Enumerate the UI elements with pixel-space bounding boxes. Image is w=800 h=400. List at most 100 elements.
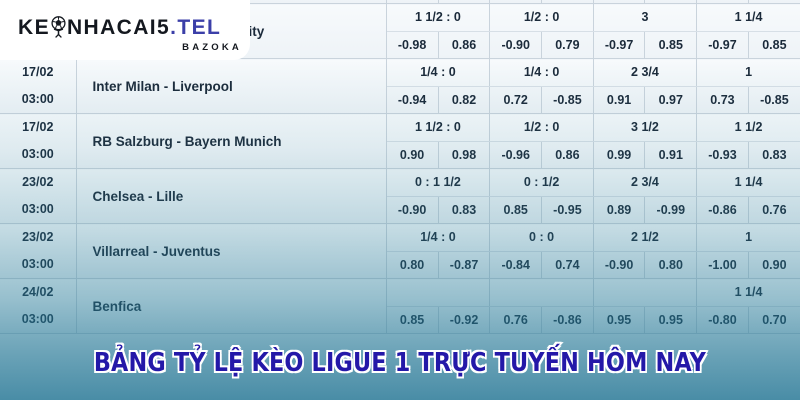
odds-row: 0.85 -0.92 0.76 -0.86 0.95 0.95 -0.80 0.70 xyxy=(386,306,800,333)
handicap-value[interactable]: 2 1/2 xyxy=(593,224,698,252)
odds-value[interactable]: 0.85 xyxy=(762,37,787,52)
handicap-value[interactable]: 3 xyxy=(593,4,698,32)
table-row[interactable]: 24/02 03:00 Benfica 1 1/4 0.85 -0.92 0.76 -0.86… xyxy=(0,278,800,334)
handicap-value[interactable]: 1 1/4 xyxy=(696,169,800,197)
handicap-value[interactable]: 1 1/2 : 0 xyxy=(386,4,491,32)
odds-value[interactable]: 0.91 xyxy=(593,86,646,113)
odds-value[interactable]: 0.95 xyxy=(644,306,698,333)
odds-value[interactable]: -0.84 xyxy=(489,251,543,278)
logo-subtitle: BAZOKA xyxy=(182,42,242,53)
odds-value[interactable]: 0.90 xyxy=(386,141,439,168)
handicap-value[interactable] xyxy=(489,279,594,307)
table-row[interactable]: 17/02 03:00 Inter Milan - Liverpool 1/4 : 0… xyxy=(0,58,800,114)
odds-value[interactable]: -0.86 xyxy=(696,196,749,223)
logo-text-part2: NHACAI5 xyxy=(66,15,171,39)
table-row[interactable]: 17/02 03:00 RB Salzburg - Bayern Munich 1 1… xyxy=(0,113,800,169)
odds-value[interactable]: 0.89 xyxy=(593,196,646,223)
handicap-value[interactable] xyxy=(386,279,491,307)
handicap-value[interactable]: 1/2 : 0 xyxy=(489,4,594,32)
handicap-value[interactable]: 1/2 : 0 xyxy=(489,114,594,142)
match-datetime-cell: 17/02 03:00 xyxy=(0,58,77,114)
odds-value[interactable]: -0.90 xyxy=(593,251,646,278)
page-headline-banner: BẢNG TỶ LỆ KÈO LIGUE 1 TRỰC TUYẾN HÔM NA… xyxy=(0,346,800,379)
odds-value[interactable]: -0.99 xyxy=(644,196,698,223)
odds-value[interactable]: 0.90 xyxy=(762,257,787,272)
odds-value[interactable]: -0.95 xyxy=(541,196,594,223)
odds-value[interactable]: -0.94 xyxy=(386,86,439,113)
match-teams[interactable]: Benfica xyxy=(76,278,387,334)
handicap-value[interactable]: 0 : 0 xyxy=(489,224,594,252)
odds-value[interactable]: -0.92 xyxy=(438,306,491,333)
match-teams[interactable]: Chelsea - Lille xyxy=(76,168,387,224)
odds-value[interactable]: 0.85 xyxy=(489,196,543,223)
handicap-value[interactable]: 1/4 : 0 xyxy=(386,59,491,87)
odds-value[interactable]: 0.76 xyxy=(762,202,787,217)
handicap-value[interactable] xyxy=(593,279,698,307)
odds-value[interactable]: -1.00 xyxy=(696,251,749,278)
handicap-value[interactable]: 0 : 1 1/2 xyxy=(386,169,491,197)
odds-value[interactable]: 0.74 xyxy=(541,251,594,278)
odds-value[interactable]: -0.90 xyxy=(386,196,439,223)
odds-value[interactable]: -0.85 xyxy=(760,92,789,107)
odds-value[interactable]: 0.85 xyxy=(644,31,698,58)
handicap-value[interactable]: 1 1/2 xyxy=(696,114,800,142)
odds-value[interactable]: -0.93 xyxy=(696,141,749,168)
odds-value[interactable]: 0.73 xyxy=(696,86,749,113)
handicap-value[interactable]: 1/4 : 0 xyxy=(386,224,491,252)
table-row[interactable]: 23/02 03:00 Chelsea - Lille 0 : 1 1/2 0 : 1/… xyxy=(0,168,800,224)
odds-value[interactable]: 0.98 xyxy=(438,141,491,168)
odds-value[interactable]: 0.72 xyxy=(489,86,543,113)
odds-cell: 0 : 1 1/2 0 : 1/2 2 3/4 1 1/4 -0.90 0.83 0.85-… xyxy=(386,168,800,224)
site-logo-panel[interactable]: KE NHACAI5 .TEL BAZOKA xyxy=(0,0,250,60)
odds-value[interactable]: -0.97 xyxy=(593,31,646,58)
soccer-ball-mascot-icon xyxy=(49,16,68,38)
odds-value[interactable]: 0.79 xyxy=(541,31,594,58)
handicap-value[interactable]: 3 1/2 xyxy=(593,114,698,142)
odds-value[interactable]: 0.95 xyxy=(593,306,646,333)
handicap-value[interactable]: 1 xyxy=(696,224,800,252)
odds-value[interactable]: 0.82 xyxy=(438,86,491,113)
odds-value[interactable]: 0.85 xyxy=(386,306,439,333)
handicap-value[interactable]: 1 1/4 xyxy=(696,279,800,307)
match-time: 03:00 xyxy=(21,311,54,326)
odds-value[interactable]: -0.85 xyxy=(541,86,594,113)
odds-value[interactable]: -0.87 xyxy=(438,251,491,278)
match-teams[interactable]: Villarreal - Juventus xyxy=(76,223,387,279)
handicap-value[interactable]: 1 1/4 xyxy=(696,4,800,32)
odds-value[interactable]: 0.99 xyxy=(593,141,646,168)
logo-wrap: KE NHACAI5 .TEL BAZOKA xyxy=(18,16,244,53)
match-date: 23/02 xyxy=(22,174,54,189)
handicap-value[interactable]: 0 : 1/2 xyxy=(489,169,594,197)
odds-value[interactable]: -0.97 xyxy=(696,31,749,58)
odds-row: 0.80 -0.87 -0.84 0.74 -0.90 0.80 -1.00 0.90 xyxy=(386,251,800,278)
odds-value[interactable]: -0.90 xyxy=(489,31,543,58)
odds-value[interactable]: 0.86 xyxy=(541,141,594,168)
odds-value[interactable]: -0.80 xyxy=(696,306,749,333)
match-date: 24/02 xyxy=(22,284,54,299)
odds-value[interactable]: 0.91 xyxy=(644,141,698,168)
match-teams[interactable]: Inter Milan - Liverpool xyxy=(76,58,387,114)
odds-value[interactable]: 0.76 xyxy=(489,306,543,333)
handicap-value[interactable]: 1 xyxy=(696,59,800,87)
odds-value[interactable]: -0.86 xyxy=(541,306,594,333)
handicap-value[interactable]: 2 3/4 xyxy=(593,59,698,87)
odds-value[interactable]: 0.80 xyxy=(644,251,698,278)
odds-value[interactable]: -0.98 xyxy=(386,31,439,58)
odds-value[interactable]: 0.80 xyxy=(386,251,439,278)
odds-value[interactable]: 0.86 xyxy=(438,31,491,58)
handicap-value[interactable]: 1 1/2 : 0 xyxy=(386,114,491,142)
odds-value[interactable]: 0.83 xyxy=(438,196,491,223)
match-time: 03:00 xyxy=(21,201,54,216)
handicap-value[interactable]: 1/4 : 0 xyxy=(489,59,594,87)
odds-value[interactable]: 0.97 xyxy=(644,86,698,113)
odds-value[interactable]: -0.96 xyxy=(489,141,543,168)
match-teams[interactable]: RB Salzburg - Bayern Munich xyxy=(76,113,387,169)
handicap-value[interactable]: 2 3/4 xyxy=(593,169,698,197)
odds-value[interactable]: 0.83 xyxy=(762,147,787,162)
odds-value[interactable]: 0.70 xyxy=(762,312,787,327)
